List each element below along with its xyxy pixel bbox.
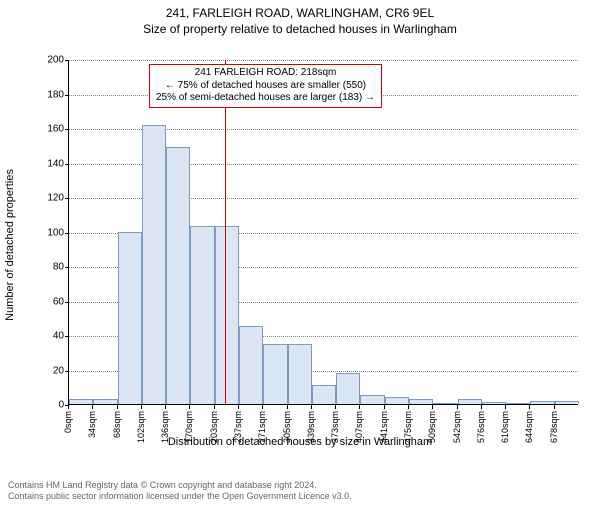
histogram-bar xyxy=(433,403,457,404)
y-tick-label: 100 xyxy=(47,227,64,238)
callout-line3: 25% of semi-detached houses are larger (… xyxy=(156,92,375,105)
chart-subtitle: Size of property relative to detached ho… xyxy=(0,22,600,36)
property-marker-line xyxy=(225,60,226,404)
y-tick-label: 200 xyxy=(47,55,64,66)
histogram-bar xyxy=(215,226,239,404)
histogram-bar xyxy=(239,326,263,404)
y-tick-label: 120 xyxy=(47,193,64,204)
y-tick-label: 60 xyxy=(53,296,64,307)
y-tick-label: 40 xyxy=(53,331,64,342)
histogram-bar xyxy=(530,401,554,404)
y-tick-label: 160 xyxy=(47,124,64,135)
y-axis-ticks: 020406080100120140160180200 xyxy=(0,60,68,405)
histogram-bar xyxy=(385,397,409,404)
histogram-bar xyxy=(312,385,336,404)
histogram-bar xyxy=(288,344,312,404)
y-tick-label: 140 xyxy=(47,158,64,169)
histogram-bar xyxy=(555,401,579,404)
histogram-bar xyxy=(506,403,530,404)
x-axis-label: Distribution of detached houses by size … xyxy=(0,436,600,448)
plot-area: 241 FARLEIGH ROAD: 218sqm ← 75% of detac… xyxy=(68,60,578,405)
callout-line1: 241 FARLEIGH ROAD: 218sqm xyxy=(156,67,375,80)
x-tick-label: 34sqm xyxy=(87,411,97,438)
histogram-bar xyxy=(458,399,482,404)
y-tick-label: 180 xyxy=(47,89,64,100)
y-tick-label: 20 xyxy=(53,365,64,376)
property-callout: 241 FARLEIGH ROAD: 218sqm ← 75% of detac… xyxy=(149,64,382,108)
footer-line1: Contains HM Land Registry data © Crown c… xyxy=(8,480,352,491)
histogram-chart: Number of detached properties 0204060801… xyxy=(0,40,600,450)
footer-line2: Contains public sector information licen… xyxy=(8,491,352,502)
histogram-bar xyxy=(409,399,433,404)
histogram-bar xyxy=(263,344,287,404)
histogram-bar xyxy=(166,147,190,404)
x-tick-label: 0sqm xyxy=(63,411,73,433)
footer-attribution: Contains HM Land Registry data © Crown c… xyxy=(8,480,352,503)
callout-line2: ← 75% of detached houses are smaller (55… xyxy=(156,80,375,93)
histogram-bars xyxy=(69,60,578,404)
histogram-bar xyxy=(482,402,506,404)
y-tick-label: 80 xyxy=(53,262,64,273)
x-tick-label: 68sqm xyxy=(112,411,122,438)
address-title: 241, FARLEIGH ROAD, WARLINGHAM, CR6 9EL xyxy=(0,6,600,20)
histogram-bar xyxy=(118,232,142,405)
histogram-bar xyxy=(93,399,117,404)
y-tick-label: 0 xyxy=(58,400,64,411)
histogram-bar xyxy=(190,226,214,404)
histogram-bar xyxy=(142,125,166,404)
histogram-bar xyxy=(69,399,93,404)
histogram-bar xyxy=(336,373,360,404)
histogram-bar xyxy=(360,395,384,404)
